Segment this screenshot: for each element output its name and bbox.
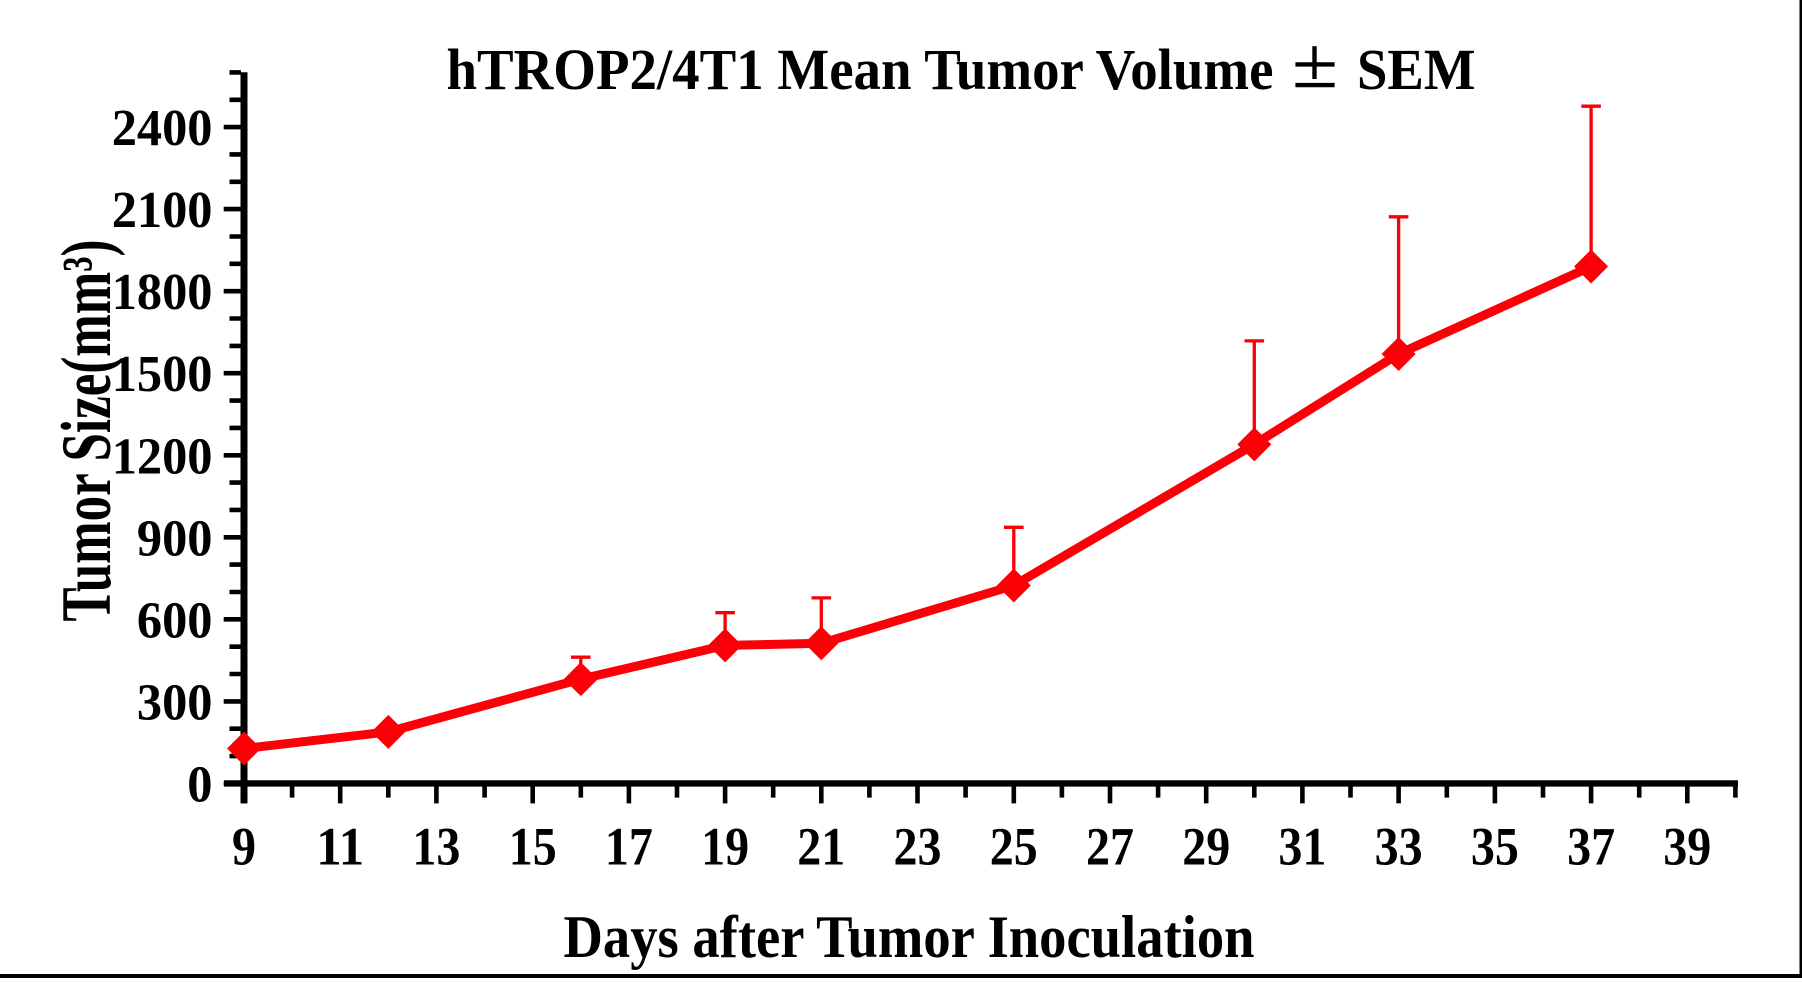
svg-text:31: 31 xyxy=(1278,817,1326,877)
svg-text:19: 19 xyxy=(701,817,749,877)
svg-text:29: 29 xyxy=(1182,817,1230,877)
svg-text:1500: 1500 xyxy=(112,346,213,403)
svg-text:2100: 2100 xyxy=(112,182,213,239)
svg-text:15: 15 xyxy=(509,817,557,877)
svg-text:0: 0 xyxy=(187,756,212,813)
svg-text:600: 600 xyxy=(137,592,213,649)
svg-text:900: 900 xyxy=(137,510,213,567)
svg-text:17: 17 xyxy=(605,817,653,877)
svg-text:37: 37 xyxy=(1567,817,1615,877)
svg-text:35: 35 xyxy=(1471,817,1519,877)
svg-text:21: 21 xyxy=(797,817,845,877)
svg-text:hTROP2/4T1 Mean Tumor Volume: hTROP2/4T1 Mean Tumor Volume xyxy=(447,37,1274,102)
svg-text:Tumor Size(mm³): Tumor Size(mm³) xyxy=(48,240,126,622)
svg-text:23: 23 xyxy=(894,817,942,877)
svg-text:1200: 1200 xyxy=(112,428,213,485)
svg-text:9: 9 xyxy=(232,817,256,877)
svg-text:300: 300 xyxy=(137,674,213,731)
svg-text:1800: 1800 xyxy=(112,264,213,321)
svg-text:13: 13 xyxy=(412,817,460,877)
svg-text:SEM: SEM xyxy=(1357,37,1476,102)
svg-text:11: 11 xyxy=(316,817,364,877)
svg-text:39: 39 xyxy=(1663,817,1711,877)
svg-text:2400: 2400 xyxy=(112,100,213,157)
svg-text:Days after Tumor Inoculation: Days after Tumor Inoculation xyxy=(564,904,1255,971)
svg-text:27: 27 xyxy=(1086,817,1134,877)
svg-text:33: 33 xyxy=(1375,817,1423,877)
svg-text:25: 25 xyxy=(990,817,1038,877)
